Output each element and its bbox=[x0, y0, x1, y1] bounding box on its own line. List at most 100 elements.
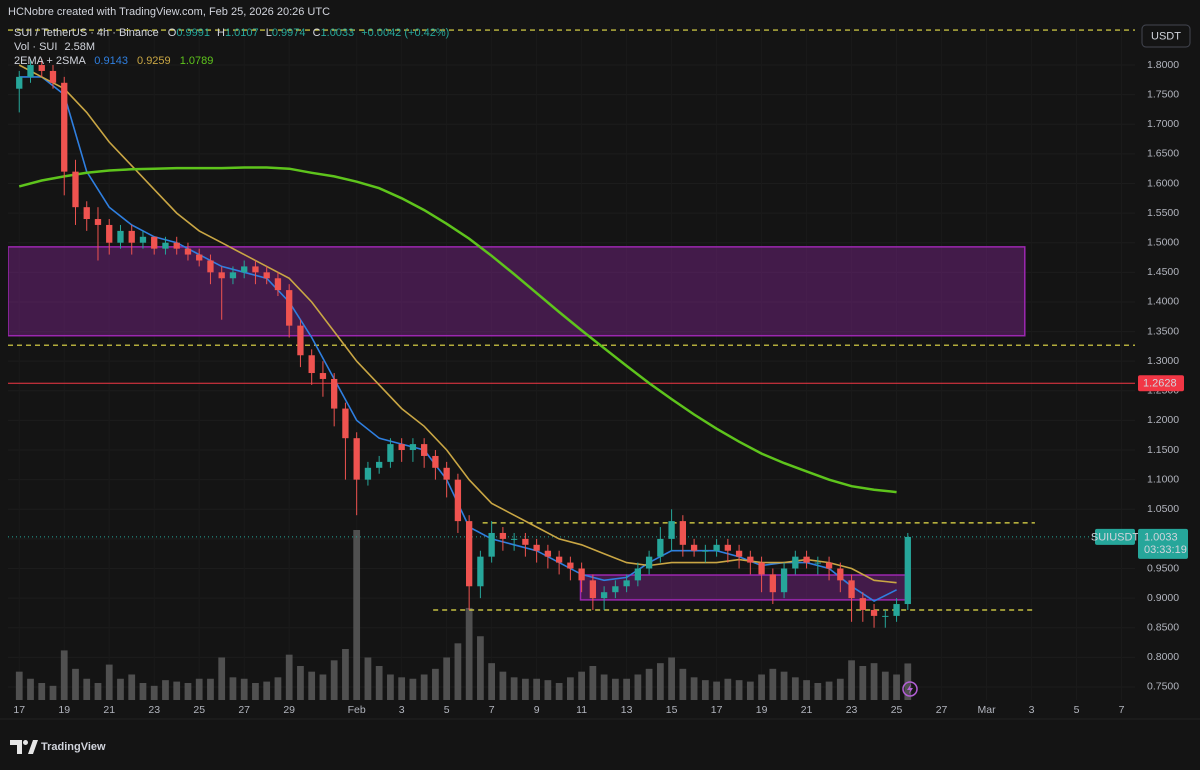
x-tick-label: 21 bbox=[103, 704, 115, 716]
volume-bar bbox=[600, 674, 608, 700]
candle-body bbox=[702, 550, 709, 552]
volume-bar bbox=[218, 657, 226, 700]
candle-body bbox=[612, 586, 619, 593]
x-tick-label: 17 bbox=[711, 704, 723, 716]
volume-bar bbox=[679, 668, 687, 700]
candle-body bbox=[331, 378, 338, 409]
candle-body bbox=[387, 444, 394, 462]
last-price-label: 1.0033 bbox=[1144, 531, 1178, 543]
volume-bar bbox=[398, 677, 406, 700]
volume-bar bbox=[420, 674, 428, 700]
volume-line: Vol · SUI 2.58M bbox=[14, 41, 95, 53]
y-tick-label: 0.8500 bbox=[1147, 622, 1179, 634]
y-tick-label: 1.1500 bbox=[1147, 444, 1179, 456]
y-tick-label: 1.4000 bbox=[1147, 296, 1179, 308]
x-tick-label: 9 bbox=[534, 704, 540, 716]
candle-body bbox=[229, 272, 237, 279]
volume-bar bbox=[634, 674, 642, 700]
x-tick-label: 3 bbox=[1029, 704, 1035, 716]
candle-body bbox=[241, 266, 248, 273]
y-tick-label: 1.3000 bbox=[1147, 355, 1179, 367]
currency-button[interactable] bbox=[1141, 24, 1191, 48]
volume-bar bbox=[713, 681, 720, 700]
y-tick-label: 1.6500 bbox=[1147, 148, 1179, 160]
volume-bar bbox=[252, 683, 259, 700]
x-tick-label: 25 bbox=[193, 704, 205, 716]
candle-body bbox=[488, 532, 495, 557]
x-tick-label: 11 bbox=[576, 704, 587, 716]
candle-body bbox=[522, 538, 529, 545]
x-tick-label: 7 bbox=[489, 704, 495, 716]
volume-bar bbox=[308, 671, 316, 700]
candle-body bbox=[27, 65, 34, 77]
candle-body bbox=[376, 461, 383, 468]
countdown: 03:33:19 bbox=[1144, 544, 1187, 556]
candle-body bbox=[252, 266, 259, 273]
ohlc-key: L bbox=[266, 27, 272, 39]
candle-body bbox=[499, 532, 507, 539]
currency[interactable]: USDT bbox=[1151, 30, 1181, 42]
x-tick-label: 5 bbox=[1074, 704, 1080, 716]
candle-body bbox=[207, 260, 214, 273]
volume-bar bbox=[139, 683, 147, 700]
candle-body bbox=[859, 598, 866, 610]
volume-bar bbox=[274, 677, 282, 700]
volume-bar bbox=[893, 674, 900, 700]
volume-bar bbox=[499, 671, 507, 700]
volume-bar bbox=[60, 650, 68, 700]
volume-bar bbox=[881, 671, 889, 700]
candle-body bbox=[286, 290, 293, 326]
x-tick-label: 29 bbox=[283, 704, 295, 716]
candle-body bbox=[353, 438, 360, 480]
volume-bar bbox=[758, 674, 765, 700]
volume-bar bbox=[836, 678, 844, 700]
y-tick-label: 1.7500 bbox=[1147, 88, 1179, 100]
ohlc-value: 0.9974 bbox=[272, 27, 306, 39]
candle-body bbox=[747, 556, 754, 563]
ohlc-key: C bbox=[313, 27, 321, 39]
volume-bar bbox=[645, 668, 653, 700]
indicator-label: 2EMA + 2SMA bbox=[14, 55, 87, 67]
volume bbox=[15, 530, 912, 700]
volume-bar bbox=[780, 671, 788, 700]
volume-bar bbox=[488, 663, 496, 700]
volume-bar bbox=[184, 683, 192, 700]
volume-bar bbox=[454, 643, 462, 700]
candle-body bbox=[769, 574, 776, 593]
change: +0.0042 (+0.42%) bbox=[361, 27, 449, 39]
volume-bar bbox=[465, 607, 473, 700]
candle-body bbox=[409, 444, 417, 451]
candle-body bbox=[196, 254, 203, 261]
volume-bar bbox=[207, 678, 214, 700]
price-line-tag bbox=[1138, 375, 1184, 392]
y-tick-label: 1.2000 bbox=[1147, 414, 1179, 426]
candle-body bbox=[263, 272, 270, 279]
volume-bar bbox=[117, 678, 124, 700]
candle-body bbox=[274, 278, 282, 291]
volume-bar bbox=[848, 660, 855, 700]
candle-body bbox=[578, 568, 585, 581]
candle-body bbox=[184, 248, 192, 255]
candle-body bbox=[398, 444, 405, 451]
candle-body bbox=[893, 604, 900, 616]
candle-body bbox=[308, 355, 315, 374]
y-tick-label: 1.0500 bbox=[1147, 503, 1179, 515]
volume-bar bbox=[690, 677, 698, 700]
volume-label: Vol · SUI bbox=[14, 41, 57, 53]
candle-body bbox=[780, 568, 788, 593]
volume-bar bbox=[94, 683, 102, 700]
x-tick-label: 5 bbox=[444, 704, 450, 716]
symbol-tag: SUIUSDT bbox=[1091, 531, 1140, 543]
volume-bar bbox=[510, 677, 518, 700]
volume-bar bbox=[330, 660, 338, 700]
volume-bar bbox=[567, 677, 574, 700]
volume-bar bbox=[263, 681, 271, 700]
candle-body bbox=[814, 562, 821, 564]
alert-icon[interactable] bbox=[902, 681, 918, 697]
x-tick-label: 3 bbox=[399, 704, 405, 716]
candle-body bbox=[117, 230, 124, 243]
y-tick-label: 0.9000 bbox=[1147, 592, 1179, 604]
